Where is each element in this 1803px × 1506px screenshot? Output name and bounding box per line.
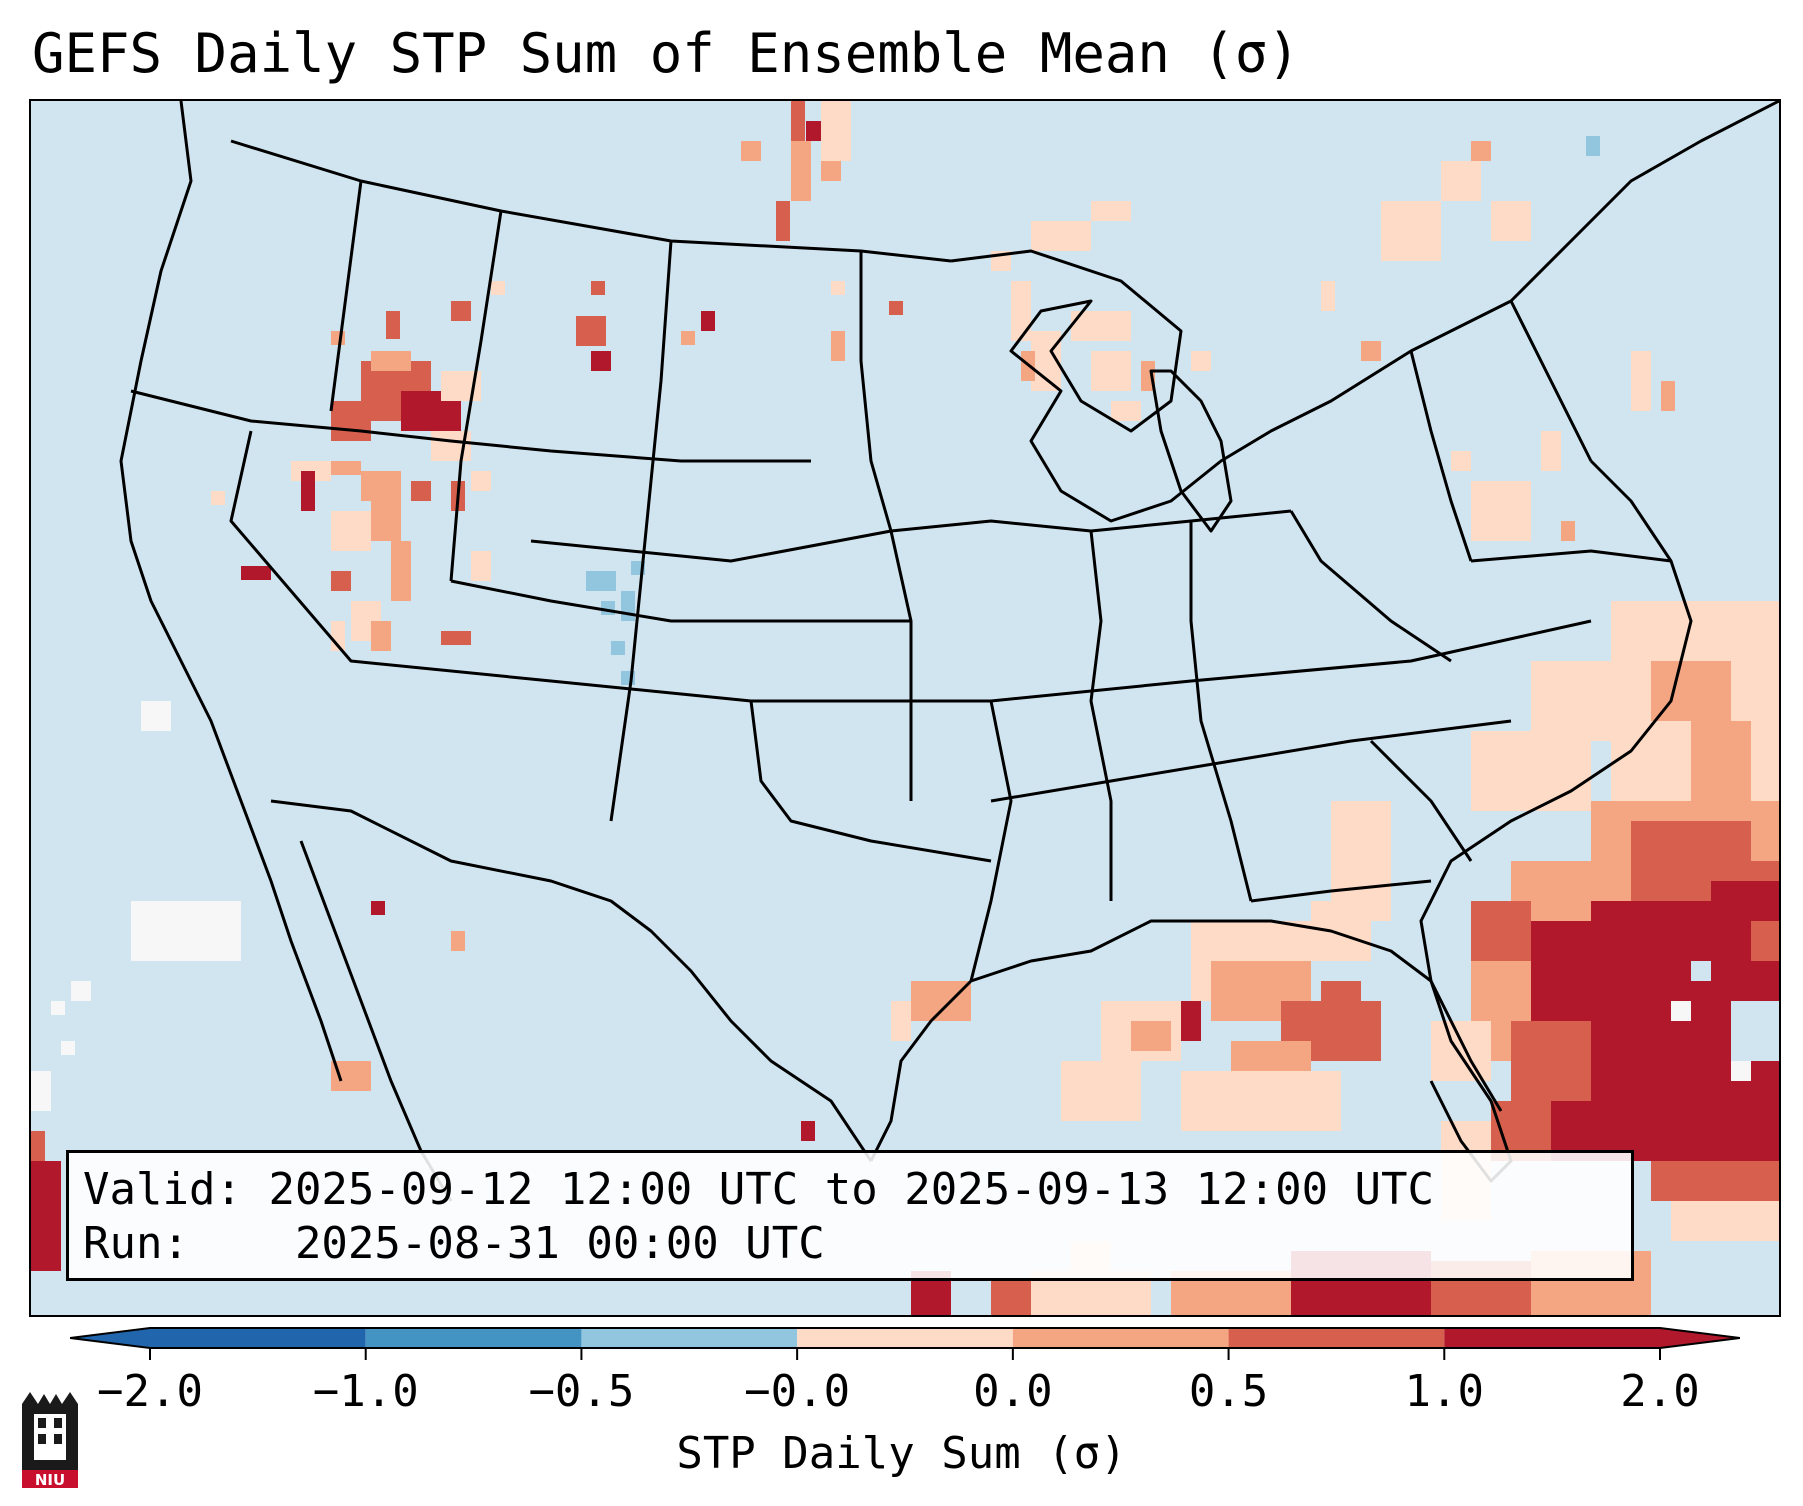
state-line-18 (1250, 879, 1432, 903)
colorbar-segment (797, 1328, 1013, 1348)
state-line-4 (449, 210, 503, 582)
northern-plains-cluster (741, 101, 903, 361)
lake-michigan (1149, 369, 1233, 533)
state-line-3 (329, 180, 363, 412)
colorbar (70, 1327, 1740, 1360)
niu-logo: NIU (22, 1392, 78, 1489)
state-line-12 (1189, 521, 1253, 902)
state-line-13 (1289, 510, 1452, 663)
great-lakes-cluster (991, 136, 1675, 541)
boundaries (119, 101, 1779, 1202)
colorbar-extend-min (70, 1328, 150, 1348)
gulf-coast (869, 919, 1432, 1162)
colorbar-tick-label: 0.5 (1188, 1366, 1269, 1417)
map-background (31, 101, 1779, 1315)
canada-border (230, 139, 952, 263)
state-line-8 (450, 579, 911, 623)
colorbar-segment (1012, 1328, 1229, 1348)
colorbar-label: STP Daily Sum (σ) (676, 1428, 1127, 1479)
run-label: Run: (83, 1218, 189, 1269)
state-line-19 (1369, 739, 1473, 862)
map-panel (29, 99, 1781, 1317)
state-line-5 (609, 240, 673, 822)
colorbar-segments (70, 1327, 1740, 1349)
valid-label: Valid: (83, 1164, 242, 1215)
logo-text: NIU (35, 1471, 65, 1489)
colorbar-segment (1444, 1328, 1660, 1348)
mexico-border (270, 799, 873, 1162)
colorbar-tick-label: −0.0 (744, 1366, 851, 1417)
colorbar-segment (365, 1328, 582, 1348)
state-line-9 (749, 700, 992, 863)
state-line-10 (969, 700, 1013, 982)
northwest-cluster (211, 281, 715, 651)
colorbar-tick-label: 1.0 (1404, 1366, 1485, 1417)
colorbar-tick-label: −2.0 (97, 1366, 203, 1417)
validity-info-box: Valid: 2025-09-12 12:00 UTC to 2025-09-1… (66, 1150, 1634, 1281)
colorbar-tick-label: −0.5 (528, 1366, 635, 1417)
pacific-neutral-cluster (31, 701, 465, 1271)
colorbar-tick-label: 2.0 (1620, 1366, 1700, 1417)
colorbar-segment (150, 1328, 366, 1348)
map-svg (31, 101, 1779, 1315)
colorbar-extend-max (1660, 1328, 1740, 1348)
colorbar-tick-label: 0.0 (973, 1366, 1053, 1417)
colorbar-tick-label: −1.0 (312, 1366, 419, 1417)
anomaly-field (31, 101, 1779, 1315)
state-line-17 (1509, 300, 1593, 462)
run-value: 2025-08-31 00:00 UTC (294, 1218, 825, 1269)
state-line-11 (1089, 530, 1113, 901)
state-line-15 (1409, 350, 1473, 562)
colorbar-ticks (149, 1348, 1661, 1360)
state-line-14 (990, 719, 1512, 803)
state-line-16 (1470, 549, 1672, 563)
west-coast (119, 101, 343, 1082)
map-title: GEFS Daily STP Sum of Ensemble Mean (σ) (32, 22, 1300, 85)
colorbar-segment (1228, 1328, 1445, 1348)
valid-value: 2025-09-12 12:00 UTC to 2025-09-13 12:00… (268, 1164, 1435, 1215)
colorbar-segment (581, 1328, 798, 1348)
state-line-1 (130, 389, 811, 463)
